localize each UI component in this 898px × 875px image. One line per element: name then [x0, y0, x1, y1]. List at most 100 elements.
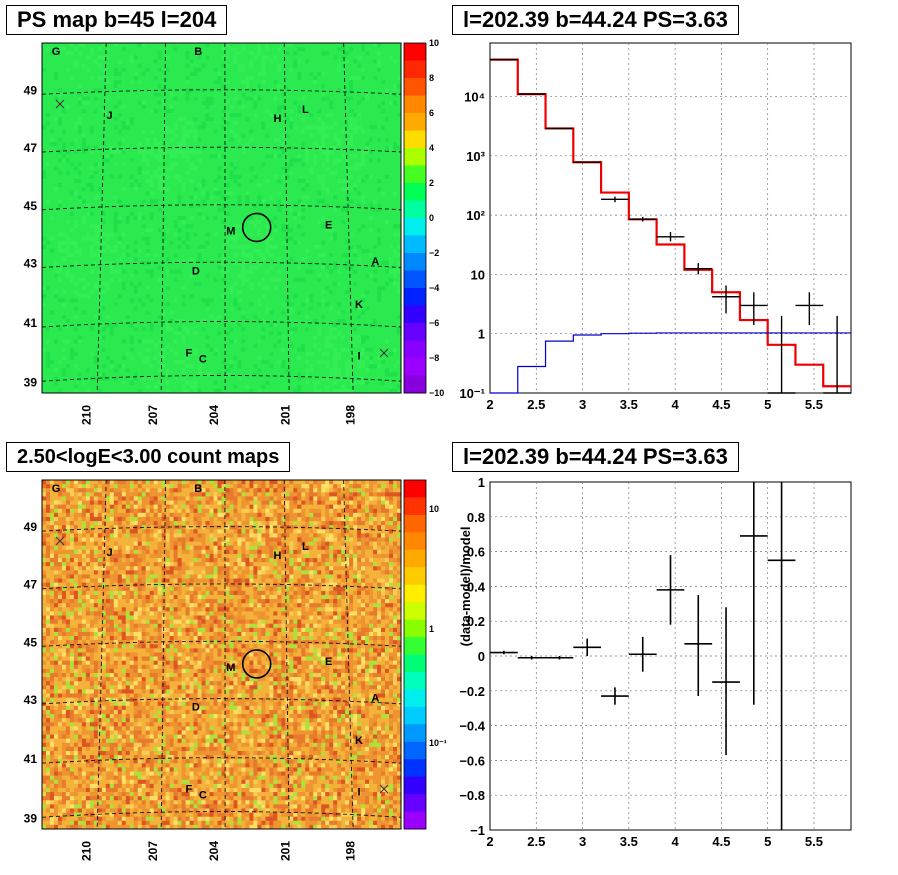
residual-data-point	[490, 650, 518, 655]
source-label-H: H	[273, 113, 281, 125]
ps-colorbar-tick: −6	[429, 318, 439, 328]
count-colorbar-cell	[404, 794, 426, 813]
source-label-B: B	[194, 46, 202, 58]
source-label-F: F	[185, 347, 192, 359]
spectrum-x-tick-label: 3	[579, 397, 586, 412]
spectrum-plot-frame	[489, 42, 852, 394]
count-colorbar-tick: 1	[429, 624, 434, 634]
residual-data-point	[684, 595, 713, 697]
ps-colorbar-cell	[404, 113, 426, 131]
count-y-tick-label: 43	[24, 693, 38, 707]
ps-colorbar-tick: −2	[429, 248, 439, 258]
count-colorbar-tick: 10	[429, 504, 439, 514]
spectrum-grid	[490, 43, 851, 393]
ps-colorbar-cell	[404, 78, 426, 96]
source-label-C: C	[199, 354, 207, 366]
spectrum-data-point	[712, 285, 740, 314]
ps-colorbar-cell	[404, 183, 426, 201]
ps-colorbar-cell	[404, 235, 426, 254]
count-x-tick-label: 204	[207, 841, 221, 861]
ps-y-tick-label: 49	[24, 83, 38, 97]
count-colorbar-cell	[404, 759, 426, 778]
spectrum-data-point	[823, 315, 851, 394]
ps-ps-circle	[241, 212, 272, 243]
ps-x-tick-label: 201	[279, 405, 293, 425]
count-map-frame	[41, 479, 402, 830]
residual-y-tick-label: −0.4	[459, 719, 485, 734]
count-y-tick-label: 49	[24, 520, 38, 534]
ps-colorbar-tick: 4	[429, 143, 434, 153]
count-colorbar-cell	[404, 602, 426, 621]
count-map-title: 2.50<logE<3.00 count maps	[6, 442, 291, 472]
count-colorbar-cell	[404, 584, 426, 603]
count-colorbar-cell	[404, 514, 426, 533]
count-colorbar-cell	[404, 724, 426, 743]
residual-plot-frame	[489, 481, 852, 831]
residual-y-tick-label: −0.2	[459, 684, 485, 699]
residual-y-tick-label: −0.8	[459, 788, 485, 803]
spectrum-y-tick-label: 10³	[466, 149, 485, 164]
source-label-C: C	[199, 790, 207, 802]
count-colorbar-cell	[404, 619, 426, 638]
spectrum-x-tick-label: 4.5	[712, 397, 730, 412]
residual-y-tick-label: −0.6	[459, 753, 485, 768]
spectrum-y-tick-label: 10⁴	[464, 90, 485, 105]
ps-cross-marker	[55, 99, 389, 358]
spectrum-data-point	[601, 196, 629, 203]
count-colorbar-cell	[404, 480, 426, 498]
residual-data-point	[601, 687, 629, 705]
count-y-tick-label: 41	[24, 752, 38, 766]
residual-data-point	[656, 555, 685, 625]
ps-y-tick-label: 39	[24, 376, 38, 390]
ps-colorbar-cell	[404, 43, 426, 61]
residual-y-tick-label: −1	[470, 823, 485, 838]
ps-y-tick-label: 43	[24, 257, 38, 271]
residual-x-tick-label: 5.5	[805, 834, 823, 849]
ps-colorbar-tick: −10	[429, 388, 444, 398]
ps-map-frame	[41, 42, 402, 394]
source-label-K: K	[355, 735, 363, 747]
ps-colorbar-cell	[404, 253, 426, 271]
ps-x-tick-label: 204	[207, 405, 221, 425]
source-label-G: G	[52, 483, 61, 495]
residual-title: l=202.39 b=44.24 PS=3.63	[452, 442, 739, 472]
count-y-tick-label: 45	[24, 635, 38, 649]
spectrum-y-tick-label: 10⁻¹	[459, 386, 485, 401]
ps-colorbar-cell	[404, 305, 426, 324]
spectrum-data-point	[739, 292, 768, 326]
count-colorbar-cell	[404, 811, 426, 830]
spectrum-x-tick-label: 2	[486, 397, 493, 412]
count-colorbar-frame	[403, 479, 427, 830]
residual-data-point	[517, 656, 546, 660]
ps-colorbar-frame	[403, 42, 427, 394]
source-label-B: B	[194, 483, 202, 495]
source-label-J: J	[107, 547, 113, 559]
source-label-D: D	[192, 702, 200, 714]
count-colorbar-cell	[404, 654, 426, 673]
ps-colorbar-cell	[404, 218, 426, 236]
count-colorbar-cell	[404, 532, 426, 551]
source-label-H: H	[273, 550, 281, 562]
ps-colorbar-cell	[404, 95, 426, 114]
count-x-tick-label: 207	[146, 841, 160, 861]
spectrum-background-line	[490, 332, 851, 394]
ps-colorbar-cell	[404, 270, 426, 289]
source-label-I: I	[358, 351, 361, 363]
spectrum-x-tick-label: 4	[672, 397, 680, 412]
count-colorbar-cell	[404, 706, 426, 725]
spectrum-data-point	[767, 315, 796, 394]
spectrum-model-line	[490, 58, 851, 388]
ps-colorbar-cell	[404, 323, 426, 341]
residual-x-tick-label: 3.5	[620, 834, 638, 849]
ps-y-tick-label: 41	[24, 316, 38, 330]
spectrum-data-point	[795, 292, 824, 326]
ps-x-tick-label: 198	[343, 405, 357, 425]
residual-y-tick-label: 0.4	[467, 579, 486, 594]
residual-y-tick-label: 0.2	[467, 614, 485, 629]
residual-y-tick-label: 0	[478, 649, 485, 664]
ps-colorbar-cell	[404, 358, 426, 376]
ps-colorbar-cell	[404, 130, 426, 149]
residual-y-tick-label: 0.6	[467, 545, 485, 560]
spectrum-data-point	[656, 231, 685, 242]
source-label-A: A	[371, 256, 379, 268]
